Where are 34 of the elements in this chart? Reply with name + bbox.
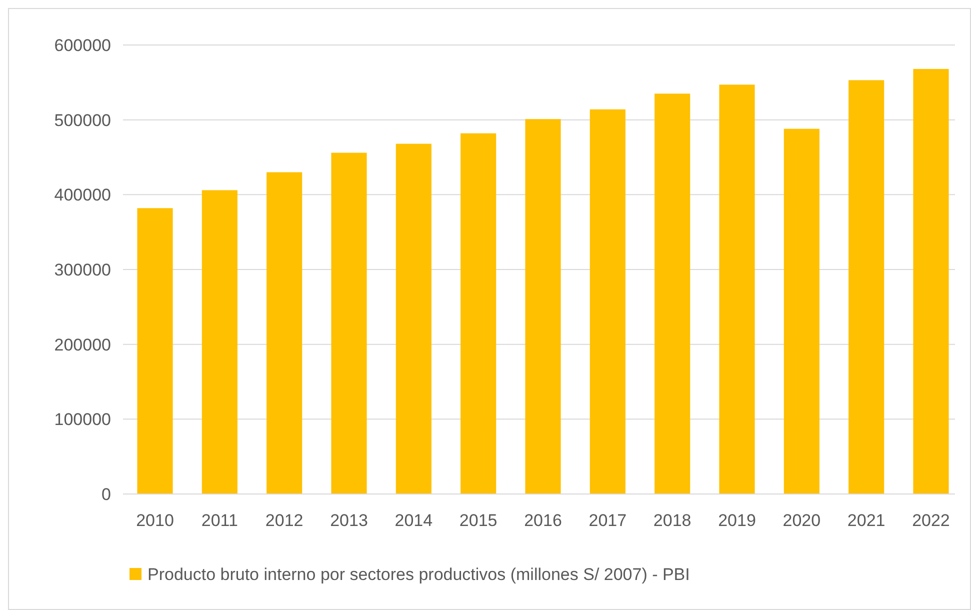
bar xyxy=(396,144,432,494)
x-tick-label: 2010 xyxy=(136,511,174,530)
bar xyxy=(590,109,626,494)
y-tick-label: 0 xyxy=(102,484,111,504)
x-tick-label: 2015 xyxy=(459,511,498,530)
x-tick-label: 2022 xyxy=(912,511,950,530)
bar xyxy=(784,128,820,494)
bar xyxy=(137,208,173,494)
x-tick-label: 2012 xyxy=(265,511,304,530)
x-tick-label: 2014 xyxy=(394,511,433,530)
bar xyxy=(913,68,949,494)
bar xyxy=(719,84,755,494)
bar xyxy=(525,119,561,494)
bar xyxy=(460,133,496,494)
x-tick-label: 2019 xyxy=(718,511,756,530)
x-tick-label: 2016 xyxy=(524,511,562,530)
y-tick-label: 100000 xyxy=(54,410,111,430)
y-tick-label: 400000 xyxy=(54,186,111,205)
x-tick-label: 2017 xyxy=(588,511,627,530)
x-tick-label: 2021 xyxy=(847,511,886,530)
y-tick-label: 200000 xyxy=(54,335,111,354)
bar xyxy=(331,152,367,494)
x-tick-label: 2018 xyxy=(653,511,692,530)
x-tick-label: 2020 xyxy=(782,511,821,530)
bar xyxy=(654,94,690,494)
legend-label: Producto bruto interno por sectores productivos (millones S/ 2007) - PBI xyxy=(148,564,690,584)
bar xyxy=(202,190,238,494)
x-tick-label: 2013 xyxy=(330,511,368,530)
y-tick-label: 300000 xyxy=(54,260,111,280)
bar xyxy=(266,172,302,494)
y-tick-label: 500000 xyxy=(54,110,111,130)
x-tick-label: 2011 xyxy=(201,511,238,530)
bar xyxy=(848,80,884,494)
y-tick-label: 600000 xyxy=(54,36,111,55)
